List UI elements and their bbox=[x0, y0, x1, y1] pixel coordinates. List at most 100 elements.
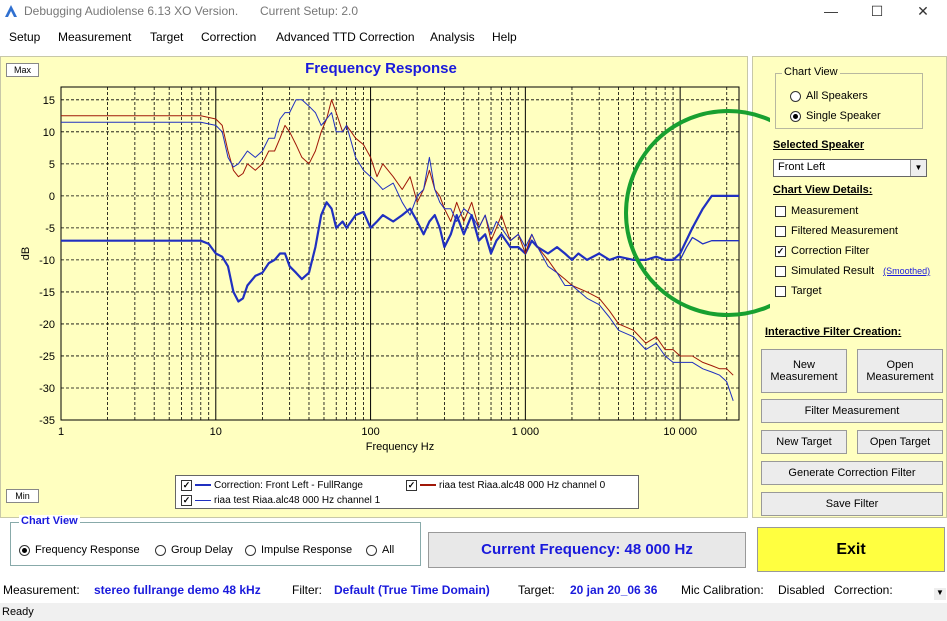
radio-indicator[interactable] bbox=[790, 110, 801, 122]
title-bar: Debugging Audiolense 6.13 XO Version. Cu… bbox=[0, 0, 947, 24]
chart-view-details-label: Chart View Details: bbox=[773, 184, 873, 196]
checkbox[interactable] bbox=[775, 285, 786, 297]
bottom-chart-view-label: Chart View bbox=[19, 515, 80, 527]
radio-indicator[interactable] bbox=[790, 90, 801, 102]
view-frequency-response[interactable]: Frequency Response bbox=[19, 544, 140, 556]
radio-indicator[interactable] bbox=[245, 544, 256, 556]
right-panel: Chart View All Speakers Single Speaker S… bbox=[752, 56, 947, 518]
selected-speaker-label: Selected Speaker bbox=[773, 139, 865, 151]
chevron-down-icon[interactable]: ▼ bbox=[910, 160, 926, 176]
save-filter-button[interactable]: Save Filter bbox=[761, 492, 943, 516]
y-tick-label: -5 bbox=[45, 223, 55, 235]
check-label: Target bbox=[791, 285, 822, 297]
open-target-button[interactable]: Open Target bbox=[857, 430, 943, 454]
check-simulated-result[interactable]: Simulated Result (Smoothed) bbox=[775, 265, 930, 277]
status-measurement-value: stereo fullrange demo 48 kHz bbox=[94, 583, 261, 597]
legend-line-swatch bbox=[420, 484, 436, 486]
filter-measurement-button[interactable]: Filter Measurement bbox=[761, 399, 943, 423]
view-all[interactable]: All bbox=[366, 544, 394, 556]
y-tick-label: -10 bbox=[39, 255, 55, 267]
radio-label: Single Speaker bbox=[806, 110, 881, 122]
min-button[interactable]: Min bbox=[6, 489, 39, 503]
series-line-correction bbox=[61, 194, 739, 303]
current-frequency-display: Current Frequency: 48 000 Hz bbox=[428, 532, 746, 568]
minimize-icon[interactable]: — bbox=[824, 3, 838, 19]
legend-item-channel-1[interactable]: ✓ riaa test Riaa.alc48 000 Hz channel 1 bbox=[181, 493, 380, 507]
menu-correction[interactable]: Correction bbox=[201, 30, 257, 44]
y-tick-label: -30 bbox=[39, 383, 55, 395]
view-impulse-response[interactable]: Impulse Response bbox=[245, 544, 352, 556]
check-label: Filtered Measurement bbox=[791, 225, 898, 237]
frequency-response-chart[interactable]: 15 10 5 0 -5 -10 -15 -20 -25 -30 -351 10 100 1 000 10 … bbox=[1, 57, 747, 517]
radio-indicator[interactable] bbox=[19, 544, 30, 556]
menu-advanced-ttd-correction[interactable]: Advanced TTD Correction bbox=[276, 30, 415, 44]
view-group-delay[interactable]: Group Delay bbox=[155, 544, 233, 556]
max-button[interactable]: Max bbox=[6, 63, 39, 77]
radio-label: All bbox=[382, 544, 395, 556]
check-target[interactable]: Target bbox=[775, 285, 822, 297]
checkbox[interactable] bbox=[775, 265, 786, 277]
radio-all-speakers[interactable]: All Speakers bbox=[790, 90, 868, 102]
legend-line-swatch bbox=[195, 499, 211, 501]
scroll-down-icon[interactable]: ▼ bbox=[934, 588, 946, 600]
chart-title: Frequency Response bbox=[305, 60, 457, 77]
annotation-ellipse bbox=[624, 109, 770, 317]
legend-checkbox[interactable]: ✓ bbox=[181, 494, 192, 506]
smoothed-link[interactable]: (Smoothed) bbox=[883, 266, 931, 276]
legend-item-channel-0[interactable]: ✓ riaa test Riaa.alc48 000 Hz channel 0 bbox=[406, 478, 605, 492]
y-tick-label: -25 bbox=[39, 351, 55, 363]
x-tick-label: 10 bbox=[210, 426, 222, 438]
series-line-simulated bbox=[673, 236, 739, 261]
check-filtered-measurement[interactable]: Filtered Measurement bbox=[775, 225, 898, 237]
radio-label: Frequency Response bbox=[35, 544, 140, 556]
checkbox[interactable]: ✓ bbox=[775, 245, 786, 257]
check-label: Measurement bbox=[791, 205, 859, 217]
x-tick-label: 10 000 bbox=[663, 426, 697, 438]
radio-indicator[interactable] bbox=[366, 544, 377, 556]
generate-correction-filter-button[interactable]: Generate Correction Filter bbox=[761, 461, 943, 485]
legend-item-correction[interactable]: ✓ Correction: Front Left - FullRange bbox=[181, 478, 363, 492]
ready-status: Ready bbox=[0, 603, 947, 621]
legend-checkbox[interactable]: ✓ bbox=[406, 479, 417, 491]
chart-view-group-label: Chart View bbox=[782, 66, 840, 78]
x-tick-label: 1 000 bbox=[512, 426, 540, 438]
y-tick-label: 0 bbox=[49, 191, 55, 203]
speaker-select[interactable]: Front Left ▼ bbox=[773, 159, 927, 177]
series-line-channel-1 bbox=[61, 99, 734, 401]
exit-button[interactable]: Exit bbox=[757, 527, 945, 572]
menu-help[interactable]: Help bbox=[492, 30, 517, 44]
speaker-select-value: Front Left bbox=[778, 161, 826, 173]
close-icon[interactable]: ✕ bbox=[917, 3, 929, 19]
radio-single-speaker[interactable]: Single Speaker bbox=[790, 110, 881, 122]
radio-label: All Speakers bbox=[806, 90, 868, 102]
open-measurement-button[interactable]: Open Measurement bbox=[857, 349, 943, 393]
menu-setup[interactable]: Setup bbox=[9, 30, 41, 44]
status-correction-label: Correction: bbox=[834, 583, 893, 597]
new-measurement-button[interactable]: New Measurement bbox=[761, 349, 847, 393]
current-setup: Current Setup: 2.0 bbox=[260, 4, 359, 18]
menu-measurement[interactable]: Measurement bbox=[58, 30, 132, 44]
checkbox[interactable] bbox=[775, 225, 786, 237]
menu-analysis[interactable]: Analysis bbox=[430, 30, 475, 44]
check-correction-filter[interactable]: ✓ Correction Filter bbox=[775, 245, 869, 257]
status-filter-label: Filter: bbox=[292, 583, 322, 597]
radio-indicator[interactable] bbox=[155, 544, 166, 556]
bottom-chart-view-group: Chart View Frequency Response Group Dela… bbox=[10, 515, 421, 566]
x-axis-label: Frequency Hz bbox=[366, 441, 434, 453]
legend-label: riaa test Riaa.alc48 000 Hz channel 1 bbox=[214, 494, 381, 506]
maximize-icon[interactable]: ☐ bbox=[870, 3, 884, 19]
checkbox[interactable] bbox=[775, 205, 786, 217]
check-measurement[interactable]: Measurement bbox=[775, 205, 858, 217]
plot-area bbox=[60, 86, 740, 421]
series-line-channel-0 bbox=[61, 99, 734, 376]
app-logo-icon bbox=[5, 5, 17, 17]
y-tick-label: 5 bbox=[49, 159, 55, 171]
radio-label: Group Delay bbox=[171, 544, 233, 556]
new-target-button[interactable]: New Target bbox=[761, 430, 847, 454]
chart-panel: 15 10 5 0 -5 -10 -15 -20 -25 -30 -35 1 10 100 1 000 10 … bbox=[0, 56, 748, 518]
menu-target[interactable]: Target bbox=[150, 30, 184, 44]
status-bar: Measurement: stereo fullrange demo 48 kH… bbox=[0, 579, 947, 601]
legend-checkbox[interactable]: ✓ bbox=[181, 479, 192, 491]
status-measurement-label: Measurement: bbox=[3, 583, 80, 597]
status-target-label: Target: bbox=[518, 583, 555, 597]
